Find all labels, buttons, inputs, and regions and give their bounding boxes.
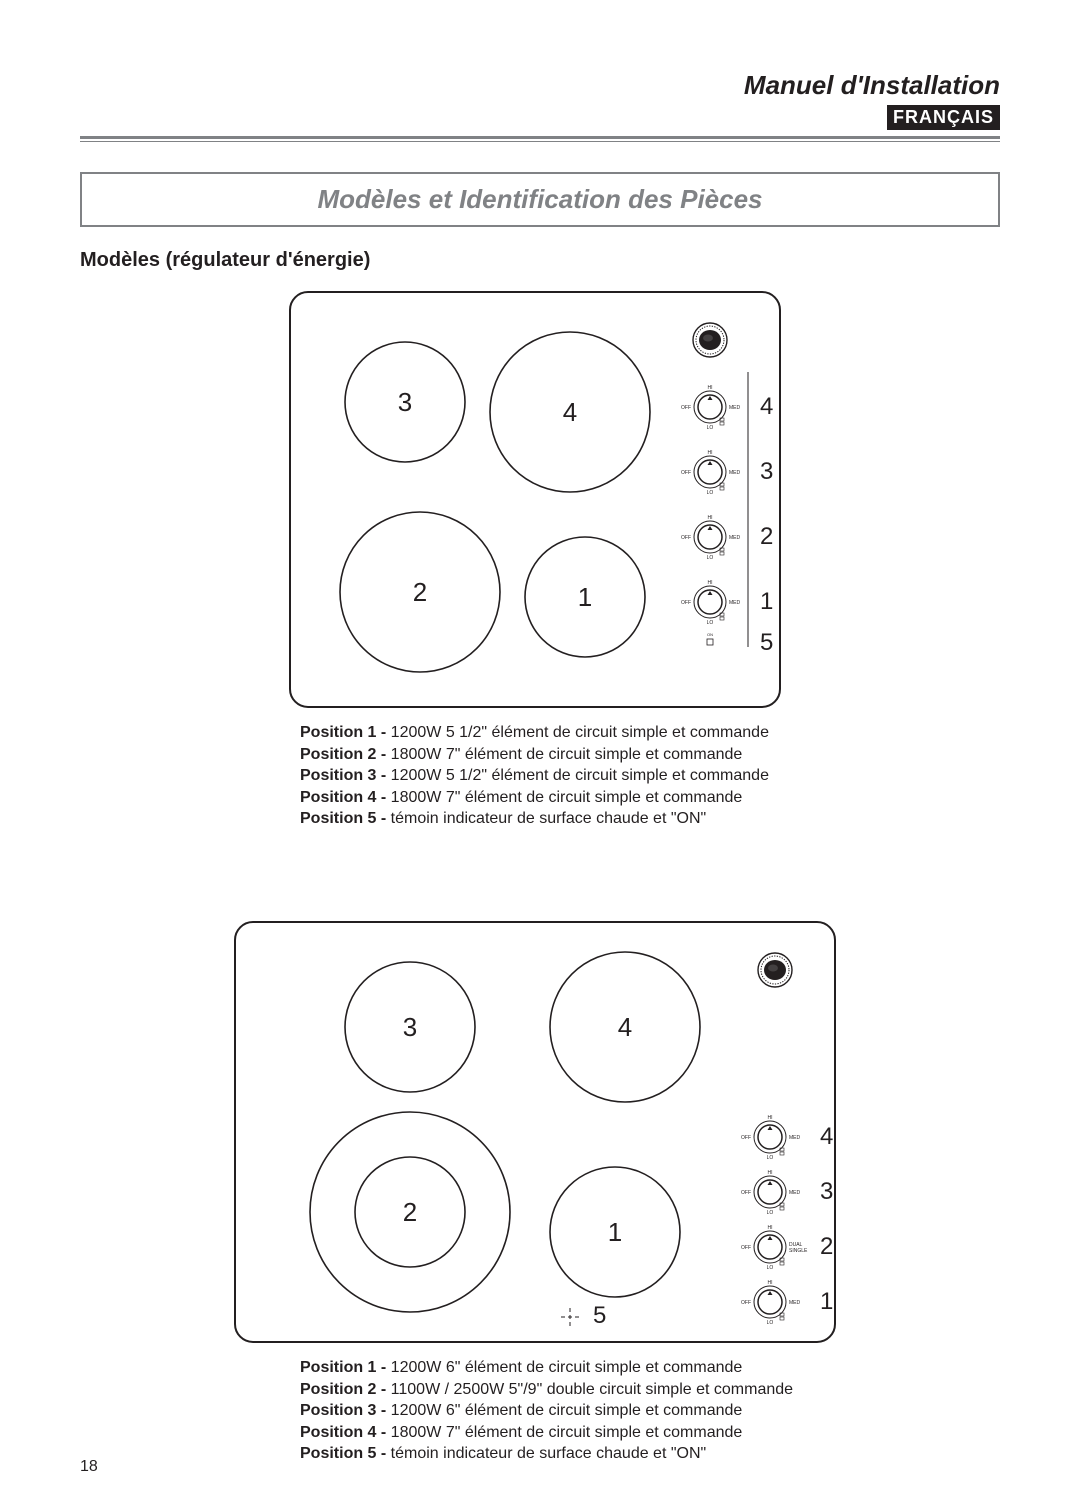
svg-text:OFF: OFF bbox=[681, 405, 691, 411]
svg-text:3: 3 bbox=[820, 1178, 833, 1205]
position-label: Position 4 - bbox=[300, 789, 391, 806]
page: Manuel d'Installation FRANÇAIS Modèles e… bbox=[0, 0, 1080, 1512]
svg-text:1: 1 bbox=[578, 582, 592, 612]
page-number: 18 bbox=[80, 1458, 98, 1476]
position-label: Position 1 - bbox=[300, 1359, 391, 1376]
position-row: Position 2 - 1800W 7" élément de circuit… bbox=[300, 744, 1000, 766]
svg-text:4: 4 bbox=[820, 1123, 833, 1150]
position-text: témoin indicateur de surface chaude et "… bbox=[391, 810, 707, 827]
svg-text:MED: MED bbox=[789, 1190, 801, 1196]
position-row: Position 3 - 1200W 5 1/2" élément de cir… bbox=[300, 765, 1000, 787]
svg-text:OFF: OFF bbox=[741, 1135, 751, 1141]
position-label: Position 3 - bbox=[300, 1402, 391, 1419]
svg-text:ON: ON bbox=[707, 632, 713, 637]
svg-text:4: 4 bbox=[563, 397, 577, 427]
svg-text:MED: MED bbox=[789, 1300, 801, 1306]
svg-text:1: 1 bbox=[760, 588, 773, 615]
svg-text:OFF: OFF bbox=[741, 1190, 751, 1196]
position-row: Position 1 - 1200W 5 1/2" élément de cir… bbox=[300, 722, 1000, 744]
positions-list-b: Position 1 - 1200W 6" élément de circuit… bbox=[300, 1357, 1000, 1465]
svg-text:LO: LO bbox=[707, 555, 714, 561]
header-rule bbox=[80, 136, 1000, 142]
svg-text:2: 2 bbox=[820, 1233, 833, 1260]
svg-text:1: 1 bbox=[608, 1217, 622, 1247]
models-subheading: Modèles (régulateur d'énergie) bbox=[80, 249, 1000, 272]
svg-text:OFF: OFF bbox=[681, 535, 691, 541]
svg-text:MED: MED bbox=[729, 600, 741, 606]
svg-text:MED: MED bbox=[729, 405, 741, 411]
position-text: 1100W / 2500W 5"/9" double circuit simpl… bbox=[391, 1381, 793, 1398]
svg-text:3: 3 bbox=[398, 387, 412, 417]
position-text: 1200W 5 1/2" élément de circuit simple e… bbox=[391, 767, 769, 784]
document-title: Manuel d'Installation bbox=[80, 70, 1000, 101]
position-label: Position 2 - bbox=[300, 746, 391, 763]
cooktop-svg-a: 3 4 2 1 HI OFF LO MED 4 HI OFF LO MED 3 HI OFF LO MED 2 HI O… bbox=[280, 290, 800, 710]
position-row: Position 3 - 1200W 6" élément de circuit… bbox=[300, 1400, 1000, 1422]
page-header: Manuel d'Installation FRANÇAIS bbox=[80, 70, 1000, 130]
position-label: Position 5 - bbox=[300, 810, 391, 827]
svg-text:1: 1 bbox=[820, 1288, 833, 1315]
svg-text:3: 3 bbox=[403, 1012, 417, 1042]
svg-text:LO: LO bbox=[767, 1320, 774, 1326]
svg-text:SINGLE: SINGLE bbox=[789, 1248, 808, 1254]
svg-text:HI: HI bbox=[768, 1225, 773, 1231]
svg-text:HI: HI bbox=[768, 1280, 773, 1286]
svg-text:HI: HI bbox=[708, 580, 713, 586]
svg-text:MED: MED bbox=[729, 535, 741, 541]
position-label: Position 2 - bbox=[300, 1381, 391, 1398]
svg-text:LO: LO bbox=[767, 1155, 774, 1161]
svg-text:OFF: OFF bbox=[741, 1300, 751, 1306]
position-row: Position 5 - témoin indicateur de surfac… bbox=[300, 1443, 1000, 1465]
position-text: 1800W 7" élément de circuit simple et co… bbox=[391, 789, 743, 806]
svg-text:HI: HI bbox=[708, 385, 713, 391]
cooktop-diagram-a: 3 4 2 1 HI OFF LO MED 4 HI OFF LO MED 3 HI OFF LO MED 2 HI O… bbox=[80, 290, 1000, 710]
svg-text:HI: HI bbox=[708, 450, 713, 456]
svg-text:OFF: OFF bbox=[741, 1245, 751, 1251]
position-label: Position 3 - bbox=[300, 767, 391, 784]
position-text: témoin indicateur de surface chaude et "… bbox=[391, 1445, 707, 1462]
svg-text:2: 2 bbox=[403, 1197, 417, 1227]
svg-text:4: 4 bbox=[760, 393, 773, 420]
positions-list-a: Position 1 - 1200W 5 1/2" élément de cir… bbox=[300, 722, 1000, 830]
position-label: Position 1 - bbox=[300, 724, 391, 741]
section-title: Modèles et Identification des Pièces bbox=[317, 184, 762, 214]
svg-text:OFF: OFF bbox=[681, 600, 691, 606]
language-badge: FRANÇAIS bbox=[887, 105, 1000, 130]
svg-text:HI: HI bbox=[768, 1115, 773, 1121]
svg-text:LO: LO bbox=[707, 425, 714, 431]
svg-text:HI: HI bbox=[768, 1170, 773, 1176]
svg-text:2: 2 bbox=[760, 523, 773, 550]
svg-text:5: 5 bbox=[593, 1302, 606, 1329]
position-row: Position 2 - 1100W / 2500W 5"/9" double … bbox=[300, 1379, 1000, 1401]
section-title-box: Modèles et Identification des Pièces bbox=[80, 172, 1000, 227]
svg-text:MED: MED bbox=[789, 1135, 801, 1141]
svg-text:HI: HI bbox=[708, 515, 713, 521]
position-label: Position 4 - bbox=[300, 1424, 391, 1441]
svg-text:OFF: OFF bbox=[681, 470, 691, 476]
position-row: Position 4 - 1800W 7" élément de circuit… bbox=[300, 787, 1000, 809]
svg-text:MED: MED bbox=[729, 470, 741, 476]
svg-text:LO: LO bbox=[707, 620, 714, 626]
svg-text:LO: LO bbox=[767, 1265, 774, 1271]
svg-text:LO: LO bbox=[707, 490, 714, 496]
position-row: Position 1 - 1200W 6" élément de circuit… bbox=[300, 1357, 1000, 1379]
position-text: 1200W 6" élément de circuit simple et co… bbox=[391, 1402, 743, 1419]
svg-text:LO: LO bbox=[767, 1210, 774, 1216]
position-text: 1800W 7" élément de circuit simple et co… bbox=[391, 1424, 743, 1441]
svg-text:2: 2 bbox=[413, 577, 427, 607]
cooktop-diagram-b: 3421HIOFFLOMED4HIOFFLOMED3HIOFFLODUALSIN… bbox=[80, 920, 1000, 1345]
position-row: Position 5 - témoin indicateur de surfac… bbox=[300, 808, 1000, 830]
cooktop-svg-b: 3421HIOFFLOMED4HIOFFLOMED3HIOFFLODUALSIN… bbox=[225, 920, 855, 1345]
svg-text:3: 3 bbox=[760, 458, 773, 485]
position-label: Position 5 - bbox=[300, 1445, 391, 1462]
svg-text:5: 5 bbox=[760, 629, 773, 656]
position-text: 1200W 5 1/2" élément de circuit simple e… bbox=[391, 724, 769, 741]
position-text: 1200W 6" élément de circuit simple et co… bbox=[391, 1359, 743, 1376]
position-row: Position 4 - 1800W 7" élément de circuit… bbox=[300, 1422, 1000, 1444]
svg-text:4: 4 bbox=[618, 1012, 632, 1042]
position-text: 1800W 7" élément de circuit simple et co… bbox=[391, 746, 743, 763]
